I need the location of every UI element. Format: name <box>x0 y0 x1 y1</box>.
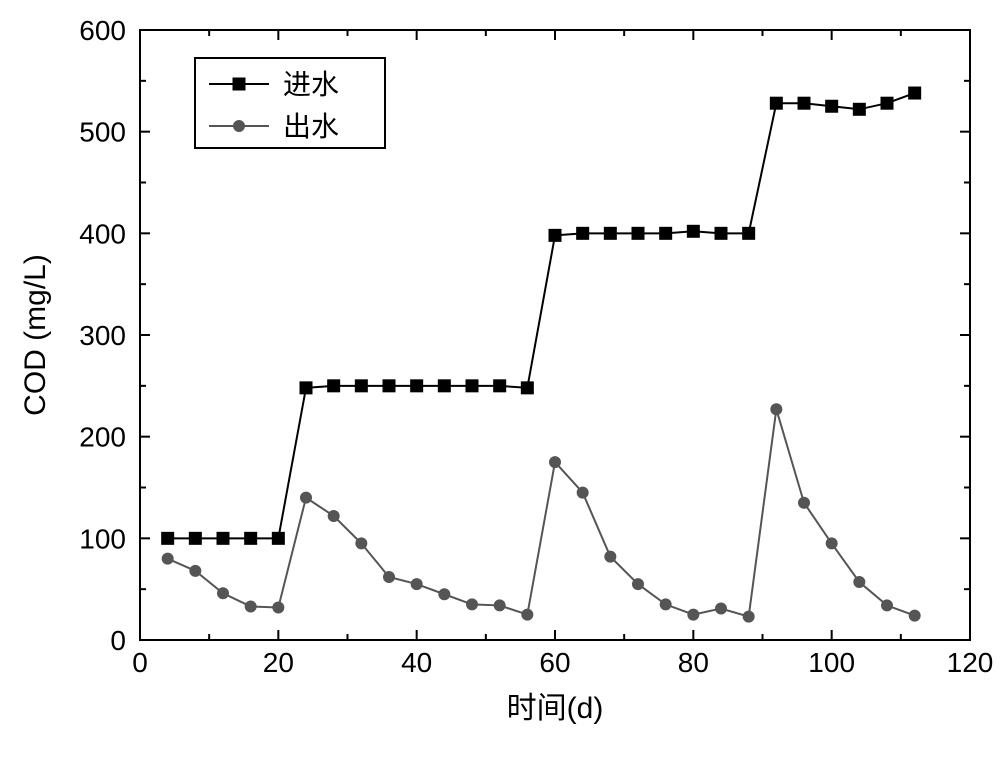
series-marker-effluent <box>467 599 478 610</box>
series-marker-influent <box>466 380 478 392</box>
series-marker-effluent <box>771 404 782 415</box>
series-marker-influent <box>245 532 257 544</box>
series-marker-effluent <box>550 457 561 468</box>
series-marker-effluent <box>522 609 533 620</box>
series-marker-influent <box>577 227 589 239</box>
y-tick-label: 600 <box>79 15 126 46</box>
series-marker-influent <box>909 87 921 99</box>
series-marker-influent <box>632 227 644 239</box>
series-marker-effluent <box>882 600 893 611</box>
series-marker-influent <box>743 227 755 239</box>
series-marker-influent <box>687 225 699 237</box>
legend-marker-influent <box>233 78 245 90</box>
y-tick-label: 100 <box>79 523 126 554</box>
series-marker-effluent <box>384 571 395 582</box>
series-marker-influent <box>549 229 561 241</box>
series-marker-effluent <box>660 599 671 610</box>
y-axis-label: COD (mg/L) <box>19 254 52 416</box>
legend-label-influent: 进水 <box>283 69 339 100</box>
series-marker-effluent <box>799 497 810 508</box>
y-tick-label: 200 <box>79 422 126 453</box>
series-marker-influent <box>853 103 865 115</box>
series-marker-effluent <box>328 510 339 521</box>
series-marker-effluent <box>743 611 754 622</box>
series-marker-influent <box>411 380 423 392</box>
x-tick-label: 0 <box>132 647 148 678</box>
series-marker-effluent <box>688 609 699 620</box>
series-marker-effluent <box>605 551 616 562</box>
x-tick-label: 60 <box>539 647 570 678</box>
x-axis-label: 时间(d) <box>507 692 604 725</box>
series-marker-influent <box>383 380 395 392</box>
series-marker-influent <box>162 532 174 544</box>
series-marker-influent <box>604 227 616 239</box>
series-marker-influent <box>770 97 782 109</box>
y-tick-label: 0 <box>110 625 126 656</box>
x-tick-label: 20 <box>263 647 294 678</box>
series-marker-influent <box>355 380 367 392</box>
series-marker-effluent <box>826 538 837 549</box>
y-tick-label: 500 <box>79 117 126 148</box>
series-marker-influent <box>494 380 506 392</box>
series-marker-effluent <box>273 602 284 613</box>
series-marker-effluent <box>245 601 256 612</box>
legend-marker-effluent <box>234 121 245 132</box>
y-tick-label: 400 <box>79 218 126 249</box>
series-marker-influent <box>328 380 340 392</box>
series-marker-effluent <box>909 610 920 621</box>
series-marker-influent <box>189 532 201 544</box>
series-marker-effluent <box>162 553 173 564</box>
x-tick-label: 40 <box>401 647 432 678</box>
y-tick-label: 300 <box>79 320 126 351</box>
series-marker-influent <box>217 532 229 544</box>
series-marker-effluent <box>494 600 505 611</box>
x-tick-label: 80 <box>678 647 709 678</box>
x-tick-label: 120 <box>947 647 994 678</box>
series-marker-effluent <box>854 577 865 588</box>
series-marker-influent <box>438 380 450 392</box>
legend-label-effluent: 出水 <box>283 111 339 142</box>
series-marker-influent <box>521 382 533 394</box>
series-marker-effluent <box>301 492 312 503</box>
series-marker-influent <box>826 100 838 112</box>
series-marker-influent <box>660 227 672 239</box>
series-marker-effluent <box>716 603 727 614</box>
cod-time-chart: 0 20 40 60 80 100 120 0 100 200 300 400 500 600 时间(d) C… <box>0 0 1000 764</box>
chart-container: 0 20 40 60 80 100 120 0 100 200 300 400 500 600 时间(d) C… <box>0 0 1000 764</box>
series-marker-effluent <box>218 588 229 599</box>
series-marker-influent <box>715 227 727 239</box>
series-marker-influent <box>272 532 284 544</box>
series-marker-effluent <box>411 579 422 590</box>
series-marker-influent <box>798 97 810 109</box>
series-marker-effluent <box>190 565 201 576</box>
series-marker-effluent <box>439 589 450 600</box>
series-marker-effluent <box>633 579 644 590</box>
series-marker-effluent <box>356 538 367 549</box>
series-marker-influent <box>300 382 312 394</box>
series-marker-effluent <box>577 487 588 498</box>
x-tick-label: 100 <box>808 647 855 678</box>
series-marker-influent <box>881 97 893 109</box>
